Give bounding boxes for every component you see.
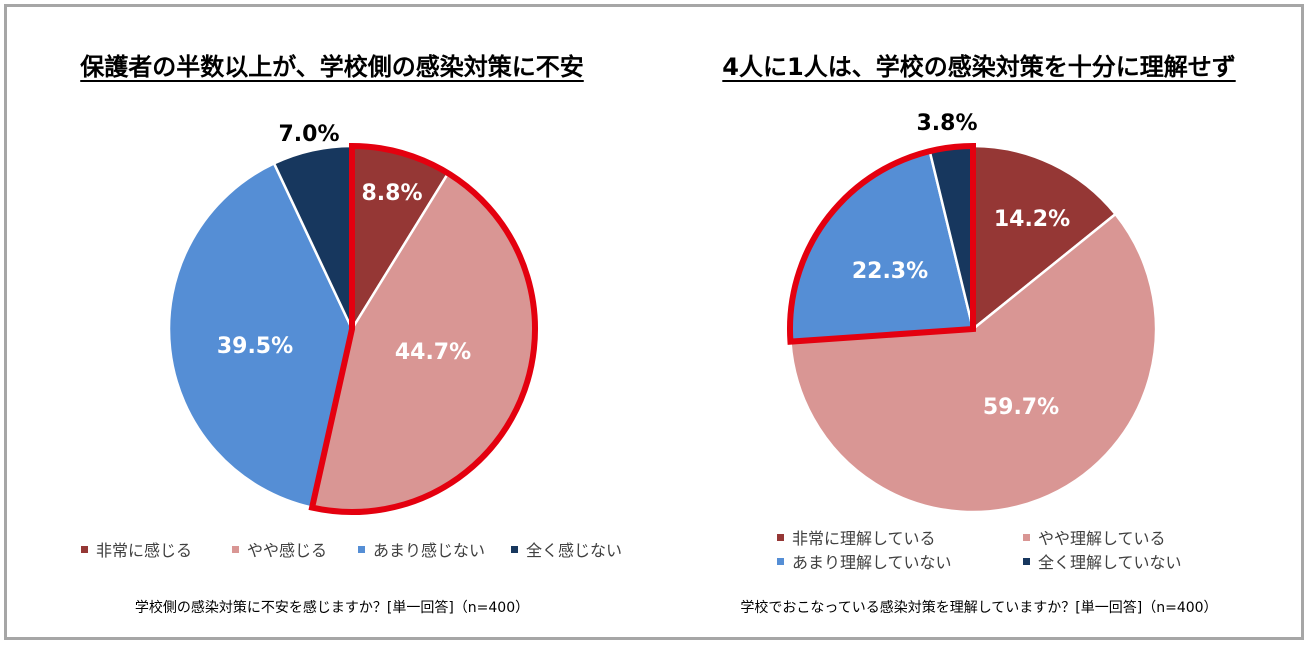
legend-swatch (232, 546, 239, 553)
chart-panel-right: 4人に1人は、学校の感染対策を十分に理解せず 14.2% 59.7% 22.3% 3.… (657, 7, 1301, 637)
legend-label: あまり理解していない (792, 553, 952, 572)
data-label: 8.8% (361, 181, 422, 206)
data-label: 59.7% (983, 395, 1059, 420)
legend-label: やや感じる (247, 541, 328, 560)
figure-frame: 保護者の半数以上が、学校側の感染対策に不安 8.8% 44.7% 39.5% 7.0%… (4, 4, 1304, 640)
data-label: 39.5% (217, 334, 293, 359)
legend-label: 非常に感じる (96, 541, 193, 560)
chart-title: 4人に1人は、学校の感染対策を十分に理解せず (722, 53, 1236, 81)
legend-swatch (1023, 558, 1030, 565)
legend-swatch (777, 558, 784, 565)
legend-item: やや感じる (232, 537, 327, 561)
survey-question: 学校でおこなっている感染対策を理解していますか？[単一回答]（n=400） (740, 600, 1218, 616)
pie-chart-left: 8.8% 44.7% 39.5% 7.0% (167, 122, 538, 515)
data-label: 3.8% (916, 111, 977, 136)
legend-label: 全く理解していない (1038, 553, 1182, 572)
legend-item: あまり理解していない (777, 549, 952, 573)
pie-slice (167, 162, 354, 509)
legend-swatch (1023, 534, 1030, 541)
legend-item: あまり感じない (358, 537, 485, 561)
legend-swatch (777, 534, 784, 541)
pie-chart-right: 14.2% 59.7% 22.3% 3.8% (787, 111, 1158, 514)
data-label: 7.0% (278, 122, 339, 147)
legend-right: 非常に理解している やや理解している あまり理解していない 全く理解していない (657, 525, 1301, 575)
highlight-outline (308, 142, 538, 515)
legend-swatch (358, 546, 365, 553)
legend-item: 全く理解していない (1023, 549, 1182, 573)
legend-item: やや理解している (1023, 525, 1166, 549)
highlight-outline (787, 142, 976, 345)
data-label: 44.7% (395, 340, 471, 365)
pie-slice (971, 144, 1117, 331)
data-label: 22.3% (852, 259, 928, 284)
data-label: 14.2% (994, 207, 1070, 232)
legend-item: 非常に感じる (81, 537, 192, 561)
legend-label: 全く感じない (526, 541, 623, 560)
chart-title: 保護者の半数以上が、学校側の感染対策に不安 (80, 53, 584, 81)
legend-item: 非常に理解している (777, 525, 936, 549)
chart-panel-left: 保護者の半数以上が、学校側の感染対策に不安 8.8% 44.7% 39.5% 7.0%… (7, 7, 657, 637)
legend-left: 非常に感じる やや感じる あまり感じない 全く感じない (7, 537, 657, 561)
legend-swatch (511, 546, 518, 553)
survey-question: 学校側の感染対策に不安を感じますか？[単一回答]（n=400） (134, 600, 530, 616)
legend-swatch (81, 546, 88, 553)
pie-slice (789, 212, 1158, 514)
legend-label: やや理解している (1038, 529, 1166, 548)
legend-label: あまり感じない (373, 541, 486, 560)
legend-label: 非常に理解している (792, 529, 936, 548)
legend-item: 全く感じない (511, 537, 622, 561)
